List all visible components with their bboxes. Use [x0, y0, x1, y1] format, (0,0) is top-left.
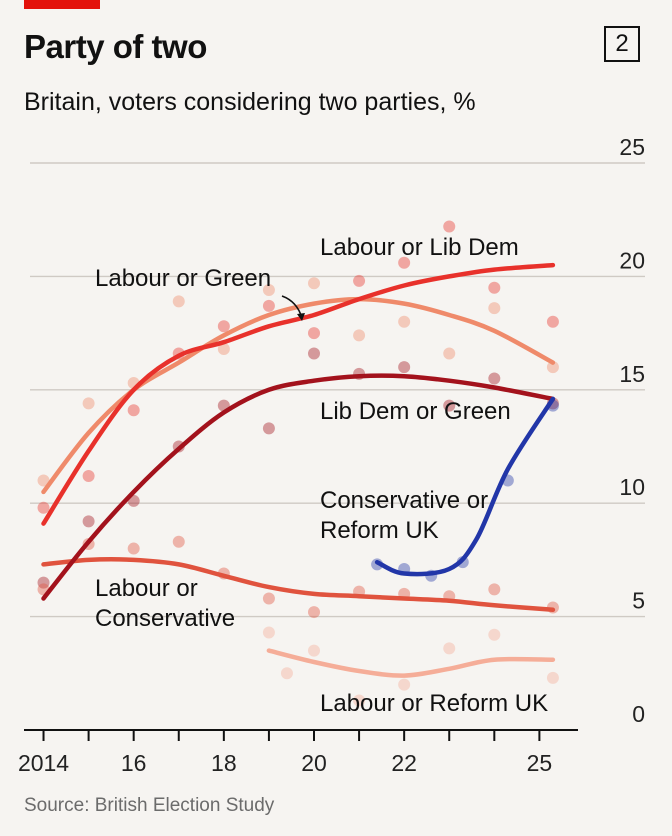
labour-or-green-point-8 — [398, 315, 411, 328]
labour-or-lib-dem-line — [41, 262, 556, 526]
labour-or-reform-uk-point-7 — [546, 671, 559, 684]
annotation-reform-uk: Reform UK — [320, 517, 439, 544]
labour-or-green-leader-arrow — [297, 313, 305, 321]
y-axis-labels: 0 5 10 15 20 25 — [619, 134, 645, 727]
x-tick-label-2025: 25 — [527, 750, 553, 776]
x-tick-label-2020: 20 — [301, 750, 327, 776]
annotation-labour-or-lib-dem: Labour or Lib Dem — [320, 234, 519, 261]
labour-or-lib-dem-point-6 — [308, 327, 320, 340]
brand-red-bar — [24, 0, 100, 9]
data-points — [37, 220, 559, 707]
x-tick-label-2014: 2014 — [18, 750, 69, 776]
x-axis — [24, 729, 578, 741]
lib-dem-or-green-point-6 — [308, 347, 320, 360]
labour-or-green-point-7 — [353, 329, 366, 342]
labour-or-reform-uk-point-2 — [308, 644, 320, 657]
annotation-lib-dem-or-green: Lib Dem or Green — [320, 398, 511, 425]
series-annotations: Labour or Lib Dem Labour or Green Lib Dem … — [95, 234, 548, 717]
labour-or-green-point-6 — [308, 277, 320, 290]
lib-dem-or-green-point-8 — [398, 361, 411, 374]
labour-or-green-point-10 — [488, 302, 501, 315]
labour-or-reform-uk-point-1 — [280, 667, 293, 680]
source-note: Source: British Election Study — [24, 795, 275, 816]
lib-dem-or-green-point-10 — [488, 372, 501, 385]
lib-dem-or-green-point-9 — [443, 399, 456, 412]
labour-or-conservative-point-6 — [308, 606, 320, 619]
grid-lines — [30, 162, 645, 618]
labour-or-reform-uk-point-0 — [262, 626, 275, 639]
labour-or-lib-dem-point-2 — [127, 404, 140, 417]
y-tick-label-20: 20 — [619, 247, 645, 273]
labour-or-green-point-1 — [82, 397, 95, 410]
x-tick-label-2016: 16 — [121, 750, 147, 776]
labour-or-green-point-0 — [37, 474, 50, 487]
lib-dem-or-green-line — [41, 373, 556, 601]
labour-or-conservative-point-3 — [172, 535, 185, 548]
labour-or-conservative-point-10 — [488, 583, 501, 596]
x-tick-label-2022: 22 — [391, 750, 417, 776]
labour-or-green-point-9 — [443, 347, 456, 360]
labour-or-green-point-3 — [172, 295, 185, 308]
labour-or-lib-dem-point-1 — [82, 469, 95, 482]
labour-or-green-point-4 — [217, 342, 230, 355]
lib-dem-or-green-point-1 — [82, 515, 95, 528]
annotation-labour-or-green: Labour or Green — [95, 265, 271, 292]
y-tick-label-15: 15 — [619, 361, 645, 387]
y-tick-label-5: 5 — [632, 588, 645, 614]
labour-or-green-point-11 — [546, 361, 559, 374]
labour-or-lib-dem-point-9 — [443, 220, 456, 233]
labour-or-lib-dem-point-7 — [353, 274, 366, 287]
labour-or-reform-uk-point-5 — [443, 642, 456, 655]
y-tick-label-0: 0 — [632, 701, 645, 727]
labour-or-reform-uk-point-6 — [488, 628, 501, 641]
labour-or-reform-uk-point-4 — [398, 678, 411, 691]
chart-number-badge: 2 — [604, 26, 640, 62]
x-axis-labels: 2014 16 18 20 22 25 — [18, 750, 552, 776]
chart-title: Party of two — [24, 28, 207, 65]
trend-lines — [41, 262, 556, 678]
labour-or-conservative-line — [41, 557, 556, 613]
annotation-labour-or: Labour or — [95, 575, 198, 602]
x-tick-label-2018: 18 — [211, 750, 237, 776]
conservative-or-reform-uk-line — [374, 396, 556, 577]
y-tick-label-25: 25 — [619, 134, 645, 160]
labour-or-green-point-5 — [262, 284, 275, 297]
labour-or-lib-dem-point-0 — [37, 501, 50, 514]
labour-or-conservative-point-2 — [127, 542, 140, 555]
labour-or-lib-dem-point-5 — [262, 299, 275, 312]
annotation-labour-or-reform-uk: Labour or Reform UK — [320, 690, 548, 717]
y-tick-label-10: 10 — [619, 474, 645, 500]
lib-dem-or-green-point-0 — [37, 576, 50, 589]
labour-or-lib-dem-point-8 — [398, 256, 411, 269]
annotation-conservative: Conservative — [95, 605, 235, 632]
labour-or-reform-uk-line — [266, 648, 556, 678]
chart-subtitle: Britain, voters considering two parties,… — [24, 88, 476, 116]
annotation-conservative-or: Conservative or — [320, 487, 488, 514]
labour-or-lib-dem-point-4 — [217, 320, 230, 333]
lib-dem-or-green-point-5 — [262, 422, 275, 435]
labour-or-conservative-point-5 — [262, 592, 275, 605]
labour-or-green-line — [41, 296, 556, 495]
labour-or-reform-uk-point-3 — [353, 694, 366, 707]
labour-or-lib-dem-point-10 — [488, 281, 501, 294]
labour-or-lib-dem-point-11 — [546, 315, 559, 328]
